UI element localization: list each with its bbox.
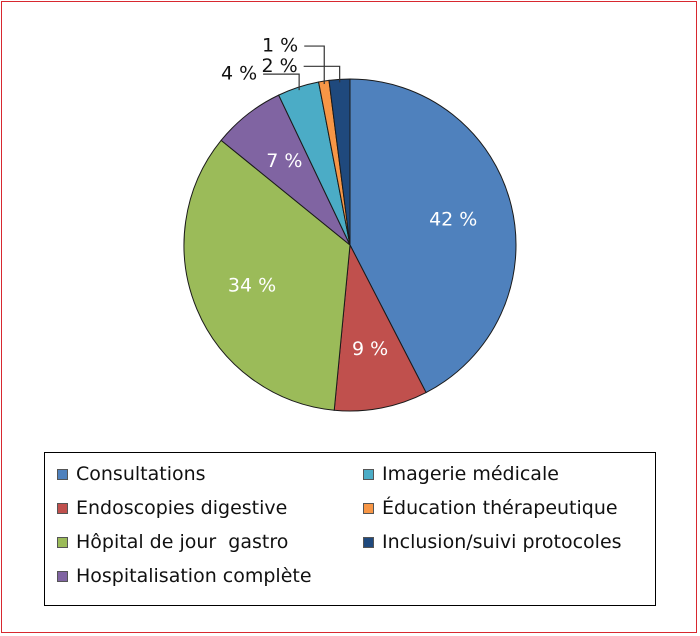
data-label-imagerie: 4 % (221, 63, 257, 85)
legend-label: Imagerie médicale (382, 463, 559, 485)
pie-slice-hopital-de-jour (183, 139, 351, 411)
data-label-endoscopies: 9 % (352, 338, 388, 360)
legend-label: Éducation thérapeutique (382, 497, 618, 519)
leader-line-imagerie (263, 73, 300, 91)
data-label-hospitalisation: 7 % (266, 150, 302, 172)
leader-line-education (304, 45, 325, 85)
legend: Consultations Endoscopies digestive Hôpi… (44, 452, 656, 606)
legend-item-imagerie: Imagerie médicale (363, 461, 559, 487)
data-label-hopital-de-jour: 34 % (228, 275, 276, 297)
legend-swatch (363, 536, 374, 548)
legend-item-endoscopies: Endoscopies digestive (57, 495, 287, 521)
data-label-education: 1 % (262, 35, 298, 57)
legend-swatch (57, 502, 68, 514)
pie-chart: 42 % 9 % 34 % 7 % 4 %1 %2 % (183, 35, 517, 412)
legend-item-inclusion: Inclusion/suivi protocoles (363, 529, 622, 555)
leader-line-inclusion (303, 65, 341, 83)
legend-swatch (57, 570, 68, 582)
legend-label: Hospitalisation complète (76, 565, 312, 587)
pie-slice-consultations (349, 78, 517, 394)
legend-swatch (363, 468, 374, 480)
legend-item-hospitalisation: Hospitalisation complète (57, 563, 312, 589)
legend-label: Hôpital de jour gastro (76, 531, 289, 553)
legend-item-education: Éducation thérapeutique (363, 495, 618, 521)
legend-swatch (57, 536, 68, 548)
data-label-inclusion: 2 % (261, 55, 297, 77)
legend-item-consultations: Consultations (57, 461, 206, 487)
legend-item-hopital-de-jour: Hôpital de jour gastro (57, 529, 288, 555)
legend-label: Inclusion/suivi protocoles (382, 531, 622, 553)
pie-slice-endoscopies (333, 243, 427, 412)
data-label-consultations: 42 % (429, 208, 477, 230)
legend-swatch (57, 468, 68, 480)
legend-swatch (363, 502, 374, 514)
legend-label: Endoscopies digestive (76, 497, 288, 519)
legend-label: Consultations (76, 463, 206, 485)
